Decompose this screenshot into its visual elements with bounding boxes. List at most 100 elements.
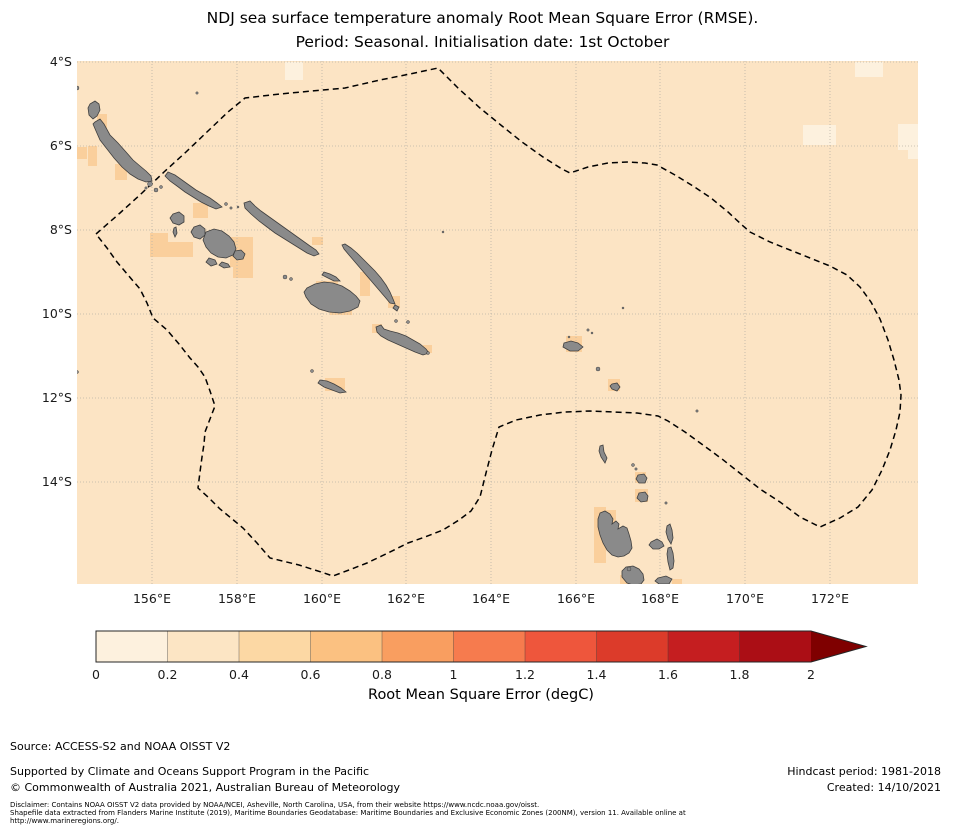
rmse-patch-mid: [312, 237, 323, 245]
colorbar-bin: [525, 631, 597, 662]
x-tick-label: 170°E: [725, 591, 764, 606]
islet: [77, 85, 80, 91]
ocean: [77, 61, 918, 584]
islet: [590, 331, 594, 335]
y-tick-label: 12°S: [41, 390, 72, 405]
colorbar-bin: [239, 631, 311, 662]
x-tick-label: 168°E: [640, 591, 679, 606]
colorbar-tick-label: 0.6: [300, 667, 321, 682]
island-vanua-lava: [635, 473, 648, 484]
colorbar-bin: [668, 631, 740, 662]
rmse-patch-mid: [168, 242, 193, 257]
island-kolombangara: [190, 224, 206, 240]
colorbar-bin: [167, 631, 239, 662]
y-tick-label: 4°S: [49, 54, 72, 69]
islet: [159, 185, 163, 189]
x-tick-label: 166°E: [556, 591, 595, 606]
figure-title: NDJ sea surface temperature anomaly Root…: [0, 6, 965, 54]
islet: [147, 181, 153, 187]
source-text: Source: ACCESS-S2 and NOAA OISST V2: [10, 740, 231, 753]
rmse-patch-mid: [233, 267, 253, 278]
island-torres-islands: [598, 444, 608, 464]
x-tick-label: 164°E: [471, 591, 510, 606]
islet: [77, 370, 79, 374]
island-guadalcanal: [303, 281, 361, 314]
y-tick-label: 8°S: [49, 222, 72, 237]
island-makira: [375, 324, 430, 356]
islet: [236, 205, 240, 209]
colorbar-tick-label: 0.4: [229, 667, 249, 682]
created-date-text: Created: 14/10/2021: [826, 781, 941, 794]
island-pentecost: [666, 546, 675, 571]
rmse-patch-low: [803, 125, 836, 145]
rmse-patch-mid: [423, 345, 432, 353]
islet: [621, 306, 625, 310]
colorbar-tick-label: 1.2: [515, 667, 535, 682]
colorbar-bin: [596, 631, 668, 662]
disclaimer-line-3: http://www.marineregions.org/.: [10, 817, 119, 825]
islet: [195, 91, 199, 95]
x-tick-label: 162°E: [386, 591, 425, 606]
islet: [394, 319, 398, 323]
islet: [634, 467, 638, 471]
islet: [426, 351, 430, 355]
disclaimer-line-2: Shapefile data extracted from Flanders M…: [10, 809, 686, 817]
islet: [229, 206, 233, 210]
island-rendova: [205, 257, 218, 267]
island-santa-isabel: [243, 200, 320, 257]
y-tick-label: 6°S: [49, 138, 72, 153]
rmse-patch-low: [898, 124, 918, 150]
x-tick-label: 156°E: [132, 591, 171, 606]
island-gaua: [636, 491, 649, 503]
colorbar-outline: [95, 630, 868, 663]
island-espiritu-santo: [597, 510, 633, 558]
colorbar-bin: [382, 631, 454, 662]
island-nendo: [562, 340, 584, 352]
islet: [289, 277, 293, 281]
islet: [595, 366, 601, 372]
islet: [586, 328, 590, 332]
island-choiseul: [164, 171, 223, 210]
x-tick-label: 172°E: [810, 591, 849, 606]
islet: [567, 335, 571, 339]
islet: [406, 320, 410, 324]
colorbar-tick-label: 2: [807, 667, 815, 682]
colorbar-label: Root Mean Square Error (degC): [368, 687, 594, 703]
island-buka: [87, 100, 101, 120]
colorbar-bin: [453, 631, 525, 662]
x-tick-label: 160°E: [302, 591, 341, 606]
islet: [282, 274, 288, 280]
islet: [631, 463, 635, 467]
islet: [310, 369, 314, 373]
colorbar: [95, 630, 868, 663]
rmse-patch-mid: [360, 272, 370, 296]
island-ranongga: [172, 226, 178, 238]
islet: [664, 501, 668, 505]
rmse-patch-mid: [150, 233, 168, 257]
copyright-text: © Commonwealth of Australia 2021, Austra…: [10, 781, 400, 794]
colorbar-tick-label: 0.8: [372, 667, 392, 682]
title-line-1: NDJ sea surface temperature anomaly Root…: [206, 9, 759, 27]
supported-by-text: Supported by Climate and Oceans Support …: [10, 765, 370, 778]
island-vella-lavella: [169, 211, 185, 226]
colorbar-over-arrow: [811, 631, 866, 662]
x-tick-label: 158°E: [217, 591, 256, 606]
islet: [153, 187, 159, 193]
island-vangunu: [232, 249, 246, 261]
rmse-patch-mid: [77, 147, 87, 159]
colorbar-bin: [96, 631, 168, 662]
rmse-patch-mid: [672, 579, 682, 584]
hindcast-period-text: Hindcast period: 1981-2018: [787, 765, 941, 778]
island-florida-islands: [321, 271, 341, 282]
colorbar-tick-label: 1.8: [729, 667, 750, 682]
islet: [144, 186, 148, 190]
islet: [441, 230, 445, 234]
rmse-patch-mid: [193, 203, 208, 218]
islet: [626, 566, 632, 572]
rmse-patch-low: [855, 62, 883, 77]
map-plot: [77, 61, 918, 584]
y-tick-label: 10°S: [41, 306, 72, 321]
island-malaita: [341, 243, 396, 305]
island-ambrym: [654, 575, 673, 584]
